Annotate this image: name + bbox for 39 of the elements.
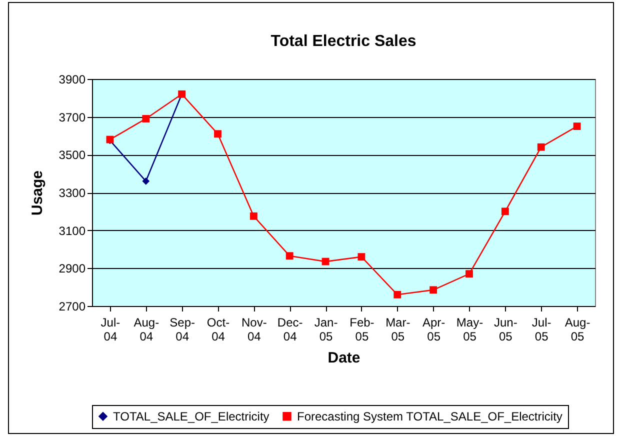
- point: [501, 208, 509, 216]
- x-axis-title: Date: [328, 350, 360, 366]
- point: [573, 122, 581, 130]
- x-tick-label: May-05: [456, 316, 484, 344]
- point: [466, 270, 473, 278]
- y-tick-label: 3700: [58, 110, 86, 124]
- y-tick-label: 2700: [58, 300, 86, 314]
- x-tick-label: Sep-04: [170, 316, 195, 344]
- x-tick-label: Jan-05: [314, 316, 338, 344]
- y-tick-label: 2900: [58, 262, 86, 276]
- x-tick-label: Oct-04: [206, 316, 230, 344]
- x-tick-label: Dec-04: [277, 316, 303, 344]
- point: [394, 290, 402, 298]
- y-tick-label: 3300: [58, 186, 86, 200]
- legend-label: Forecasting System TOTAL_SALE_OF_Electricity: [297, 409, 562, 424]
- y-tick-label: 3500: [58, 148, 86, 162]
- point: [322, 258, 330, 266]
- x-tick-label: Jul-04: [100, 316, 120, 344]
- point: [142, 177, 150, 185]
- x-tick-label: Apr-05: [422, 316, 446, 344]
- point: [250, 212, 258, 220]
- y-tick-label: 3900: [58, 72, 86, 86]
- x-tick-label: Aug-04: [134, 316, 160, 344]
- x-tick-label: Jul-05: [532, 316, 552, 344]
- x-tick-label: Mar-05: [386, 316, 410, 344]
- x-tick-label: Nov-04: [242, 316, 267, 344]
- chart-title: Total Electric Sales: [270, 33, 416, 50]
- point: [358, 253, 366, 261]
- point: [286, 252, 294, 260]
- legend-label: TOTAL_SALE_OF_Electricity: [113, 409, 270, 424]
- x-tick-label: Feb-05: [350, 316, 374, 344]
- x-tick-label: Jun-05: [494, 316, 518, 344]
- point: [537, 143, 545, 151]
- y-axis-title: Usage: [28, 170, 46, 216]
- x-tick-label: Aug-05: [564, 316, 590, 344]
- point: [142, 115, 150, 122]
- y-tick-label: 3100: [58, 224, 86, 238]
- point: [430, 286, 438, 294]
- point: [214, 130, 222, 138]
